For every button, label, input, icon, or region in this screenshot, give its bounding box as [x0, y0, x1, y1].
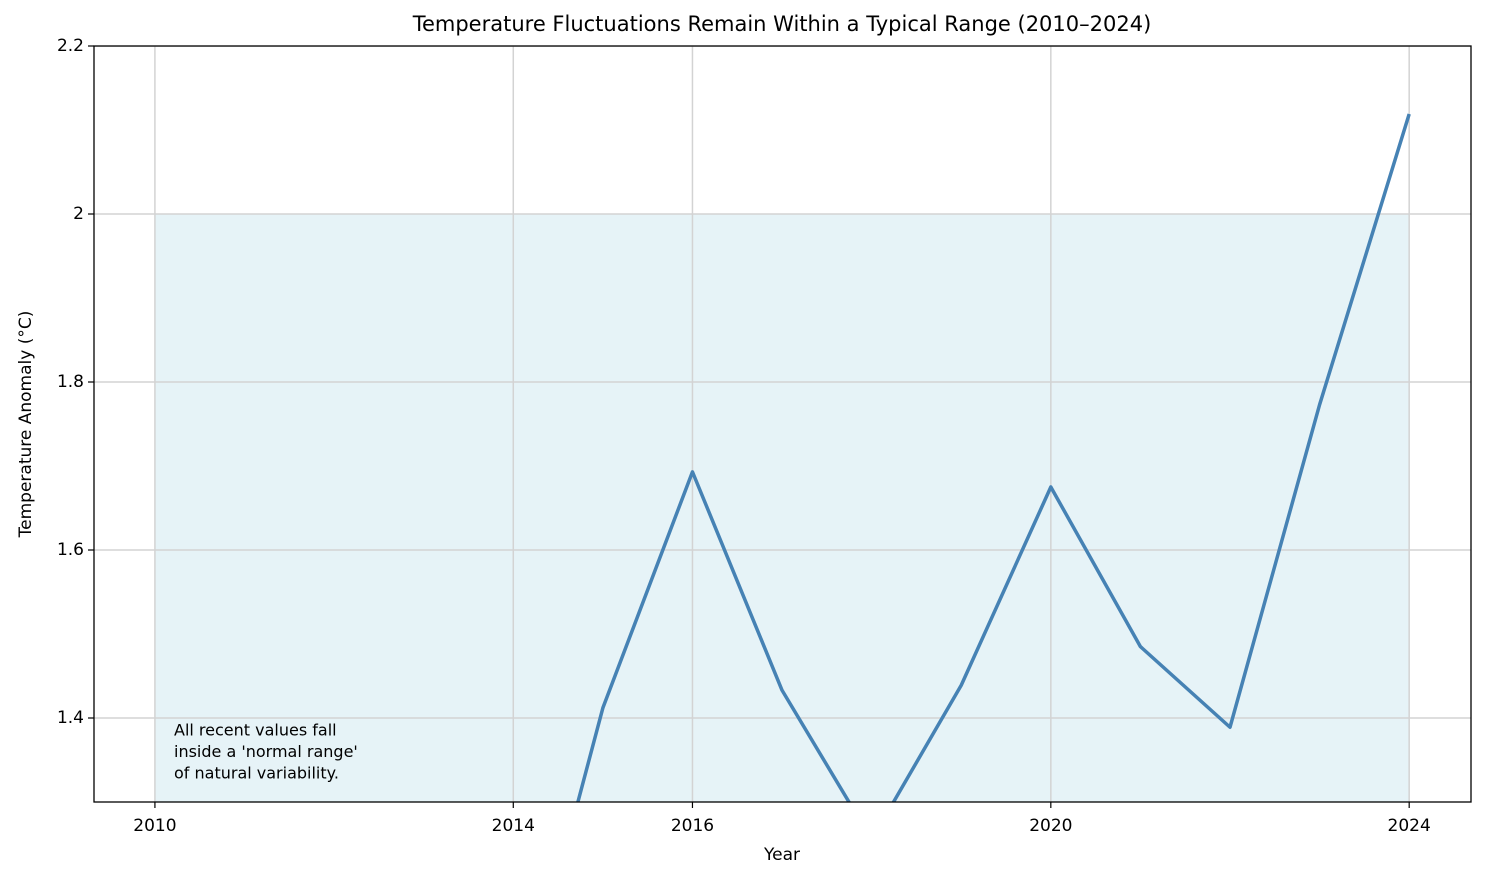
x-tick-label: 2014 [492, 816, 535, 836]
x-axis-label: Year [763, 845, 800, 865]
data-line [576, 113, 1411, 802]
axes-frame [93, 45, 1472, 803]
annotation: inside a 'normal range' [174, 742, 358, 761]
chart-title: Temperature Fluctuations Remain Within a… [412, 12, 1152, 36]
normal-range-band [154, 214, 1410, 802]
annotation: of natural variability. [174, 764, 339, 783]
plot-area [94, 46, 1471, 802]
x-tick-label: 2010 [133, 816, 176, 836]
annotation: All recent values fall [174, 721, 337, 740]
x-tick-label: 2016 [671, 816, 714, 836]
x-tick-label: 2024 [1388, 816, 1431, 836]
x-tick-label: 2020 [1029, 816, 1072, 836]
y-tick-label: 1.6 [57, 540, 84, 560]
y-axis-label: Temperature Anomaly (°C) [16, 311, 36, 539]
y-tick-label: 1.8 [57, 372, 84, 392]
y-tick-label: 2.2 [57, 36, 84, 56]
y-tick-label: 1.4 [57, 708, 84, 728]
y-tick-label: 2 [73, 204, 84, 224]
